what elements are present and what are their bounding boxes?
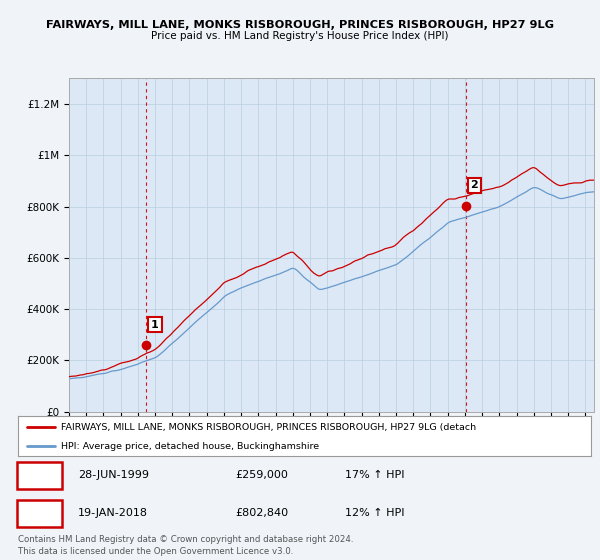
Text: 17% ↑ HPI: 17% ↑ HPI [344, 470, 404, 480]
Text: Price paid vs. HM Land Registry's House Price Index (HPI): Price paid vs. HM Land Registry's House … [151, 31, 449, 41]
Text: 28-JUN-1999: 28-JUN-1999 [78, 470, 149, 480]
Text: FAIRWAYS, MILL LANE, MONKS RISBOROUGH, PRINCES RISBOROUGH, HP27 9LG (detach: FAIRWAYS, MILL LANE, MONKS RISBOROUGH, P… [61, 423, 476, 432]
Text: HPI: Average price, detached house, Buckinghamshire: HPI: Average price, detached house, Buck… [61, 442, 319, 451]
Text: £259,000: £259,000 [236, 470, 289, 480]
Text: 2: 2 [470, 180, 478, 190]
Text: FAIRWAYS, MILL LANE, MONKS RISBOROUGH, PRINCES RISBOROUGH, HP27 9LG: FAIRWAYS, MILL LANE, MONKS RISBOROUGH, P… [46, 20, 554, 30]
Text: £802,840: £802,840 [236, 508, 289, 519]
FancyBboxPatch shape [17, 462, 62, 489]
Text: 1: 1 [151, 320, 159, 330]
FancyBboxPatch shape [17, 500, 62, 527]
Text: Contains HM Land Registry data © Crown copyright and database right 2024.
This d: Contains HM Land Registry data © Crown c… [18, 535, 353, 556]
Text: 12% ↑ HPI: 12% ↑ HPI [344, 508, 404, 519]
Text: 1: 1 [35, 469, 44, 482]
Text: 19-JAN-2018: 19-JAN-2018 [78, 508, 148, 519]
Text: 2: 2 [35, 507, 44, 520]
